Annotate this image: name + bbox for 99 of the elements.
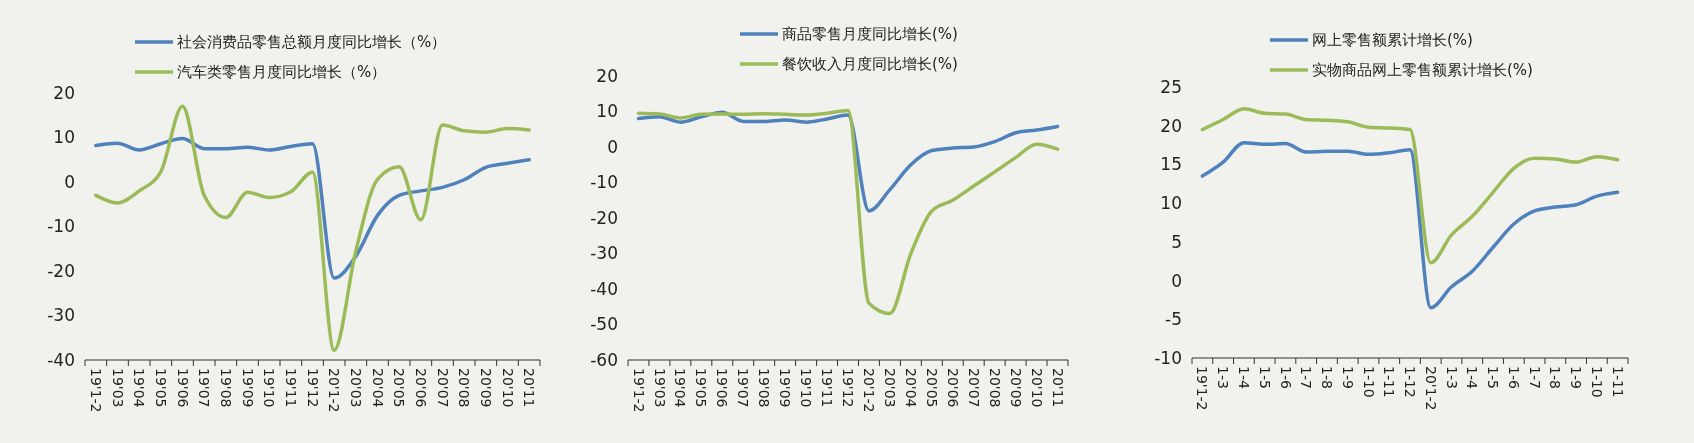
x-tick-label: 19'1-2: [1194, 366, 1211, 411]
line-series: [94, 104, 531, 352]
line-series: [636, 108, 1060, 316]
x-tick-label: 19'08: [756, 368, 773, 408]
y-tick-label: -10: [590, 172, 618, 193]
x-tick-label: 20'07: [434, 368, 451, 408]
x-tick-label: 20'04: [369, 368, 386, 408]
x-tick-label: 20'1-2: [326, 368, 343, 413]
x-tick-label: 1-12: [1402, 366, 1419, 398]
line-series: [94, 136, 531, 280]
x-tick-label: 20'1-2: [1422, 366, 1439, 411]
y-tick-label: 20: [596, 65, 618, 86]
x-tick-label: 19'04: [672, 368, 689, 408]
y-tick-label: 0: [64, 171, 75, 192]
y-tick-label: -50: [590, 314, 618, 335]
x-tick-label: 20'09: [477, 368, 494, 408]
x-tick-label: 19'04: [131, 368, 148, 408]
x-tick-label: 20'04: [902, 368, 919, 408]
x-tick-label: 19'09: [239, 368, 256, 408]
y-tick-label: 0: [607, 136, 618, 157]
x-tick-label: 19'1-2: [87, 368, 104, 413]
x-tick-label: 1-9: [1568, 366, 1585, 389]
x-tick-label: 1-6: [1277, 366, 1294, 389]
y-tick-label: -40: [590, 278, 618, 299]
x-tick-label: 19'07: [196, 368, 213, 408]
x-tick-label: 19'07: [735, 368, 752, 408]
y-tick-label: 0: [1171, 270, 1182, 291]
x-tick-label: 19'11: [282, 368, 299, 408]
y-tick-label: -60: [590, 349, 618, 370]
x-tick-label: 20'08: [986, 368, 1003, 408]
y-tick-label: -10: [1154, 347, 1182, 368]
x-tick-label: 1-7: [1526, 366, 1543, 389]
x-tick-label: 20'03: [347, 368, 364, 408]
x-tick-label: 1-10: [1360, 366, 1377, 398]
x-tick-label: 20'09: [1007, 368, 1024, 408]
y-tick-label: 20: [53, 82, 75, 103]
x-tick-label: 1-9: [1339, 366, 1356, 389]
x-tick-label: 1-11: [1381, 366, 1398, 398]
x-tick-label: 1-8: [1319, 366, 1336, 389]
y-tick-label: 10: [53, 127, 75, 148]
y-tick-label: 10: [1160, 193, 1182, 214]
legend-label: 实物商品网上零售额累计增长(%): [1312, 61, 1533, 80]
x-tick-label: 19'10: [798, 368, 815, 408]
line-series: [636, 110, 1060, 213]
x-tick-label: 20'11: [1049, 368, 1066, 408]
x-tick-label: 20'10: [499, 368, 516, 408]
x-tick-label: 1-4: [1464, 366, 1481, 389]
x-tick-label: 1-5: [1485, 366, 1502, 389]
x-tick-label: 19'08: [217, 368, 234, 408]
x-tick-label: 1-3: [1215, 366, 1232, 389]
x-tick-label: 20'03: [882, 368, 898, 408]
legend-label: 商品零售月度同比增长(%): [782, 25, 958, 44]
y-tick-label: -40: [47, 349, 75, 370]
x-tick-label: 19'06: [714, 368, 731, 408]
legend-label: 网上零售额累计增长(%): [1312, 31, 1473, 50]
x-tick-label: 1-6: [1505, 366, 1522, 389]
x-tick-label: 19'12: [840, 368, 857, 408]
x-tick-label: 19'05: [152, 368, 169, 408]
x-tick-label: 20'07: [965, 368, 982, 408]
x-tick-label: 19'09: [777, 368, 794, 408]
x-tick-label: 20'06: [944, 368, 961, 408]
x-tick-label: 1-8: [1547, 366, 1564, 389]
x-tick-label: 1-5: [1256, 366, 1273, 389]
x-tick-label: 1-11: [1609, 366, 1626, 398]
x-tick-label: 1-10: [1588, 366, 1605, 398]
legend-label: 餐饮收入月度同比增长(%): [782, 55, 958, 74]
y-tick-label: -20: [590, 207, 618, 228]
x-tick-label: 20'08: [456, 368, 473, 408]
x-tick-label: 20'1-2: [861, 368, 878, 413]
x-tick-label: 19'03: [651, 368, 668, 408]
y-tick-label: -10: [47, 216, 75, 237]
y-tick-label: 25: [1160, 76, 1182, 97]
x-tick-label: 20'11: [521, 368, 538, 408]
legend-label: 社会消费品零售总额月度同比增长（%）: [177, 33, 447, 52]
legend-label: 汽车类零售月度同比增长（%）: [177, 63, 387, 82]
x-tick-label: 20'05: [923, 368, 940, 408]
y-tick-label: 15: [1160, 154, 1182, 175]
x-tick-label: 20'06: [412, 368, 429, 408]
x-tick-label: 19'05: [693, 368, 710, 408]
x-tick-label: 19'11: [819, 368, 836, 408]
y-tick-label: -30: [47, 305, 75, 326]
x-tick-label: 20'10: [1028, 368, 1045, 408]
x-tick-label: 19'10: [261, 368, 278, 408]
x-tick-label: 19'1-2: [630, 368, 647, 413]
x-tick-label: 19'06: [174, 368, 191, 408]
y-tick-label: 5: [1171, 231, 1182, 252]
x-tick-label: 19'12: [304, 368, 321, 408]
y-tick-label: 10: [596, 101, 618, 122]
line-series: [1200, 141, 1620, 310]
x-tick-label: 20'05: [391, 368, 408, 408]
y-tick-label: 20: [1160, 115, 1182, 136]
x-tick-label: 19'03: [109, 368, 126, 408]
x-tick-label: 1-4: [1236, 366, 1252, 389]
x-tick-label: 1-7: [1298, 366, 1315, 389]
y-tick-label: -30: [590, 243, 618, 264]
y-tick-label: -20: [47, 260, 75, 281]
y-tick-label: -5: [1165, 309, 1182, 330]
line-series: [1200, 106, 1620, 265]
x-tick-label: 1-3: [1443, 366, 1460, 389]
